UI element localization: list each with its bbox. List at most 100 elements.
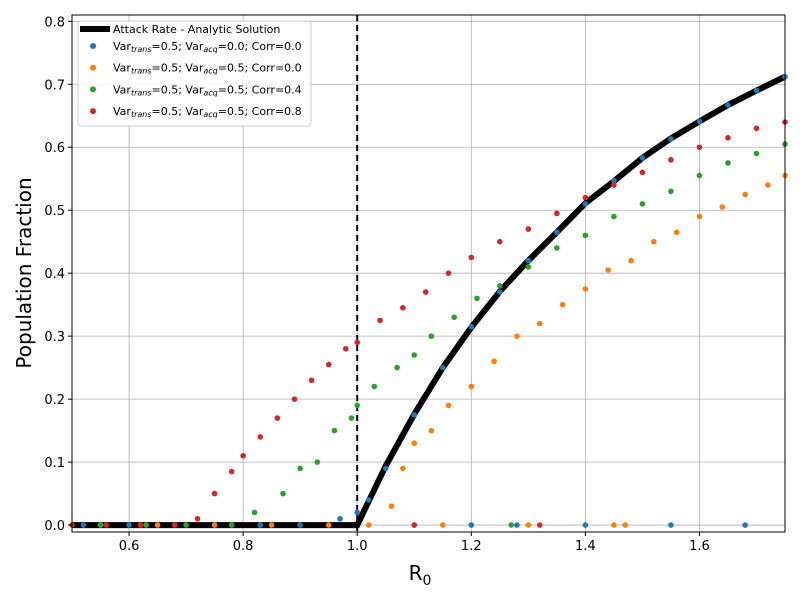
data-point-orange: [365, 522, 372, 528]
data-point-orange: [696, 213, 703, 220]
data-point-orange: [154, 522, 161, 528]
data-point-blue: [365, 497, 372, 503]
data-point-green: [497, 282, 503, 289]
data-point-red: [525, 226, 532, 232]
data-point-blue: [753, 87, 760, 94]
data-point-green: [411, 352, 418, 358]
data-point-blue: [80, 522, 87, 528]
data-point-blue: [742, 522, 748, 528]
data-point-blue: [668, 522, 674, 528]
data-point-green: [280, 490, 286, 497]
legend-subscript: trans: [131, 45, 152, 54]
data-point-green: [696, 172, 703, 179]
data-point-blue: [582, 522, 589, 528]
data-point-green: [394, 364, 400, 371]
data-point-green: [297, 465, 303, 472]
x-tick-label: 1.6: [689, 539, 710, 554]
data-point-green: [251, 509, 258, 516]
x-tick-label: 1.4: [575, 539, 596, 554]
data-point-red: [137, 522, 144, 528]
y-tick-label: 0.2: [44, 393, 65, 408]
legend-subscript: acq: [203, 110, 217, 119]
data-point-blue: [354, 509, 361, 516]
data-point-green: [183, 522, 189, 528]
data-point-red: [377, 317, 383, 324]
legend-text: Var: [113, 105, 131, 118]
data-point-blue: [696, 118, 703, 125]
data-point-orange: [622, 522, 629, 528]
data-point-orange: [411, 440, 418, 447]
data-point-green: [611, 213, 617, 220]
legend-analytic-swatch: [80, 26, 110, 32]
y-tick-label: 0.1: [44, 456, 65, 471]
data-point-green: [428, 333, 435, 339]
data-point-red: [554, 210, 560, 217]
data-point-orange: [651, 238, 657, 245]
data-point-red: [308, 377, 315, 384]
legend-text: =0.5; Corr=0.0: [218, 62, 302, 75]
data-point-red: [725, 134, 731, 141]
data-point-blue: [639, 155, 646, 161]
data-point-green: [753, 150, 760, 157]
data-point-blue: [554, 229, 560, 236]
y-tick-label: 0.8: [44, 15, 65, 30]
legend-text: =0.5; Var: [152, 83, 204, 96]
data-point-blue: [468, 522, 475, 528]
legend-label-blue: Vartrans=0.5; Varacq=0.0; Corr=0.0: [113, 40, 302, 54]
y-tick-label: 0.0: [44, 519, 65, 534]
data-point-orange: [765, 182, 771, 188]
data-point-green: [474, 295, 480, 302]
data-point-red: [325, 361, 332, 368]
data-point-blue: [126, 522, 132, 528]
data-point-blue: [411, 412, 418, 418]
data-point-red: [422, 289, 429, 295]
legend-subscript: trans: [131, 88, 152, 97]
data-point-blue: [525, 257, 532, 264]
data-point-green: [554, 245, 560, 251]
data-point-red: [639, 169, 646, 176]
data-point-blue: [257, 522, 264, 528]
legend-text: =0.5; Var: [152, 62, 204, 75]
legend-analytic-label: Attack Rate - Analytic Solution: [113, 23, 280, 36]
legend-box: [77, 20, 312, 127]
legend-label-green: Vartrans=0.5; Varacq=0.5; Corr=0.4: [113, 83, 302, 97]
legend-subscript: acq: [203, 67, 217, 76]
data-point-red: [753, 125, 760, 132]
legend-marker-red: [90, 108, 96, 115]
data-point-red: [411, 522, 418, 528]
legend-text: Var: [113, 83, 131, 96]
legend-text: Var: [113, 62, 131, 75]
data-point-blue: [668, 136, 674, 142]
data-point-blue: [382, 465, 389, 472]
data-point-blue: [582, 201, 589, 207]
data-point-red: [240, 453, 246, 459]
legend-text: =0.5; Var: [152, 105, 204, 118]
data-point-green: [525, 264, 532, 270]
x-tick-label: 0.6: [119, 539, 140, 554]
data-point-green: [354, 402, 361, 409]
y-axis-label: Population Fraction: [12, 177, 36, 368]
legend-subscript: trans: [131, 67, 152, 76]
y-tick-label: 0.4: [44, 267, 65, 282]
data-point-red: [497, 238, 503, 245]
legend-marker-blue: [90, 43, 96, 49]
legend: Attack Rate - Analytic SolutionVartrans=…: [77, 20, 312, 127]
legend-subscript: acq: [203, 88, 217, 97]
data-point-orange: [325, 522, 332, 528]
data-point-green: [508, 522, 515, 528]
data-point-green: [228, 522, 235, 528]
grid: [72, 15, 785, 532]
data-point-orange: [514, 333, 520, 339]
data-point-blue: [497, 289, 503, 295]
data-point-red: [211, 490, 218, 497]
data-point-orange: [611, 522, 617, 528]
legend-marker-green: [90, 86, 96, 93]
legend-text: =0.5; Corr=0.8: [218, 105, 302, 118]
data-point-blue: [297, 522, 303, 528]
data-point-blue: [337, 515, 343, 522]
legend-text: =0.5; Corr=0.4: [218, 83, 302, 96]
data-point-blue: [725, 102, 731, 108]
legend-label-orange: Vartrans=0.5; Varacq=0.5; Corr=0.0: [113, 62, 302, 76]
data-point-orange: [559, 301, 566, 308]
